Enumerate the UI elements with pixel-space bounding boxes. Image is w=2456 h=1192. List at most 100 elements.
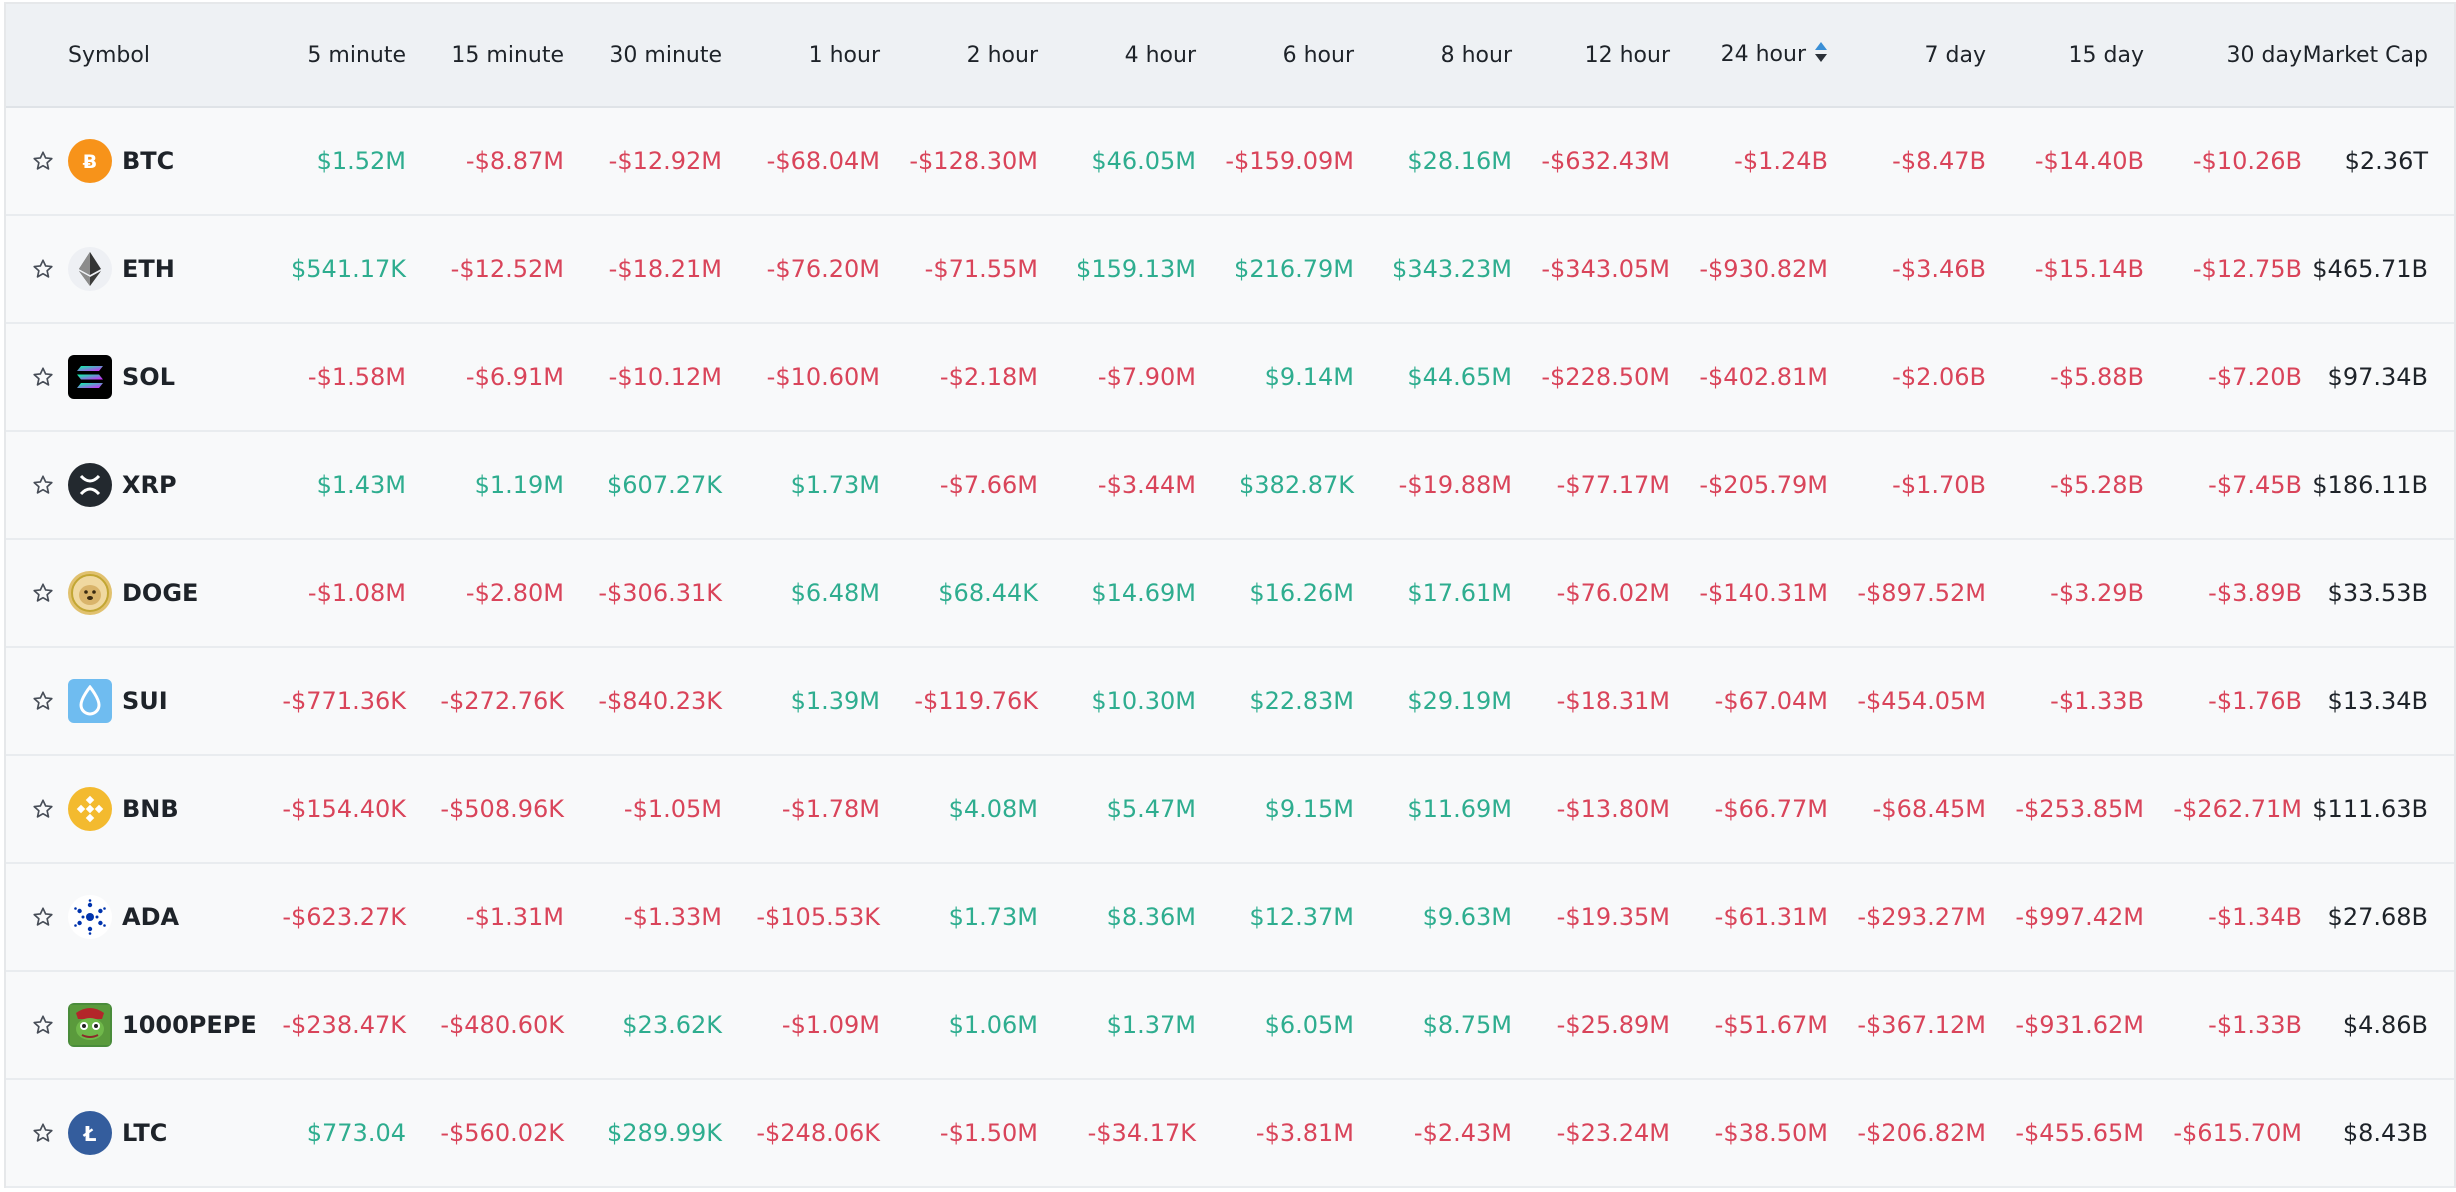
- coin-symbol[interactable]: SOL: [122, 363, 175, 391]
- table-body: Ƀ BTC $1.52M -$8.87M -$12.92M -$68.04M -$128.3…: [6, 108, 2454, 1188]
- coin-symbol[interactable]: ETH: [122, 255, 175, 283]
- symbol-cell: Ł LTC: [6, 1111, 260, 1155]
- netflow-2-hour-value: $68.44K: [938, 579, 1038, 607]
- favorite-star-icon[interactable]: [32, 690, 54, 712]
- table-row[interactable]: XRP $1.43M $1.19M $607.27K $1.73M -$7.66M -$3.…: [6, 432, 2454, 540]
- netflow-1-hour-value: -$248.06K: [756, 1119, 880, 1147]
- symbol-cell: ADA: [6, 895, 260, 939]
- symbol-cell: SUI: [6, 679, 260, 723]
- netflow-12-hour-value: -$23.24M: [1556, 1119, 1670, 1147]
- column-header-12-hour[interactable]: 12 hour: [1584, 42, 1670, 68]
- netflow-6-hour-value: $6.05M: [1264, 1011, 1354, 1039]
- favorite-star-icon[interactable]: [32, 798, 54, 820]
- netflow-24-hour-value: -$930.82M: [1699, 255, 1828, 283]
- netflow-30-day-value: -$1.33B: [2208, 1011, 2302, 1039]
- netflow-30-minute-value: $23.62K: [622, 1011, 722, 1039]
- favorite-star-icon[interactable]: [32, 474, 54, 496]
- column-header-30-minute[interactable]: 30 minute: [609, 42, 722, 68]
- symbol-cell: Ƀ BTC: [6, 139, 260, 183]
- netflow-1-hour-value: $1.39M: [790, 687, 880, 715]
- table-row[interactable]: ADA -$623.27K -$1.31M -$1.33M -$105.53K $1.73…: [6, 864, 2454, 972]
- coin-symbol[interactable]: XRP: [122, 471, 177, 499]
- netflow-15-day-value: -$15.14B: [2034, 255, 2144, 283]
- column-header-symbol[interactable]: Symbol: [68, 42, 150, 68]
- netflow-24-hour-value: -$140.31M: [1699, 579, 1828, 607]
- column-header-4-hour[interactable]: 4 hour: [1124, 42, 1196, 68]
- favorite-star-icon[interactable]: [32, 906, 54, 928]
- column-header-1-hour[interactable]: 1 hour: [808, 42, 880, 68]
- doge-icon: [68, 571, 122, 615]
- column-header-24-hour[interactable]: 24 hour: [1670, 40, 1828, 70]
- netflow-30-minute-value: -$1.05M: [623, 795, 722, 823]
- netflow-5-minute-value: -$1.08M: [307, 579, 406, 607]
- sort-descending-icon[interactable]: [1814, 40, 1828, 70]
- netflow-6-hour-value: $216.79M: [1234, 255, 1354, 283]
- netflow-24-hour-value: -$1.24B: [1734, 147, 1828, 175]
- coin-symbol[interactable]: BTC: [122, 147, 175, 175]
- market-cap-value: $4.86B: [2342, 1011, 2428, 1039]
- column-header-5-minute[interactable]: 5 minute: [307, 42, 406, 68]
- column-header-15-day[interactable]: 15 day: [2068, 42, 2144, 68]
- netflow-15-day-value: -$253.85M: [2015, 795, 2144, 823]
- netflow-30-minute-value: -$840.23K: [598, 687, 722, 715]
- netflow-1-hour-value: $1.73M: [790, 471, 880, 499]
- netflow-1-hour-value: -$76.20M: [766, 255, 880, 283]
- netflow-30-day-value: -$7.45B: [2208, 471, 2302, 499]
- table-row[interactable]: 1000PEPE -$238.47K -$480.60K $23.62K -$1.09M…: [6, 972, 2454, 1080]
- coin-symbol[interactable]: SUI: [122, 687, 168, 715]
- table-row[interactable]: BNB -$154.40K -$508.96K -$1.05M -$1.78M $4.08…: [6, 756, 2454, 864]
- table-row[interactable]: Ƀ BTC $1.52M -$8.87M -$12.92M -$68.04M -$128.3…: [6, 108, 2454, 216]
- coin-symbol[interactable]: DOGE: [122, 579, 199, 607]
- netflow-5-minute-value: -$154.40K: [282, 795, 406, 823]
- column-header-8-hour[interactable]: 8 hour: [1440, 42, 1512, 68]
- netflow-1-hour-value: -$68.04M: [766, 147, 880, 175]
- column-header-30-day[interactable]: 30 day: [2226, 42, 2302, 68]
- ltc-icon: Ł: [68, 1111, 122, 1155]
- favorite-star-icon[interactable]: [32, 582, 54, 604]
- netflow-24-hour-value: -$66.77M: [1714, 795, 1828, 823]
- netflow-30-minute-value: -$1.33M: [623, 903, 722, 931]
- netflow-4-hour-value: $14.69M: [1091, 579, 1196, 607]
- netflow-30-minute-value: $607.27K: [607, 471, 722, 499]
- coin-symbol[interactable]: ADA: [122, 903, 180, 931]
- table-row[interactable]: Ł LTC $773.04 -$560.02K $289.99K -$248.06K -$1…: [6, 1080, 2454, 1188]
- market-cap-value: $8.43B: [2342, 1119, 2428, 1147]
- netflow-2-hour-value: -$119.76K: [914, 687, 1038, 715]
- netflow-4-hour-value: $46.05M: [1091, 147, 1196, 175]
- netflow-4-hour-value: $10.30M: [1091, 687, 1196, 715]
- sol-icon: [68, 355, 122, 399]
- netflow-15-minute-value: -$8.87M: [465, 147, 564, 175]
- netflow-12-hour-value: -$19.35M: [1556, 903, 1670, 931]
- column-header-7-day[interactable]: 7 day: [1924, 42, 1986, 68]
- table-row[interactable]: SUI -$771.36K -$272.76K -$840.23K $1.39M -$11…: [6, 648, 2454, 756]
- column-header-2-hour[interactable]: 2 hour: [966, 42, 1038, 68]
- eth-icon: [68, 247, 122, 291]
- netflow-15-minute-value: -$12.52M: [450, 255, 564, 283]
- netflow-7-day-value: -$68.45M: [1872, 795, 1986, 823]
- netflow-7-day-value: -$3.46B: [1892, 255, 1986, 283]
- netflow-30-day-value: -$3.89B: [2208, 579, 2302, 607]
- favorite-star-icon[interactable]: [32, 1014, 54, 1036]
- favorite-star-icon[interactable]: [32, 150, 54, 172]
- netflow-2-hour-value: $4.08M: [948, 795, 1038, 823]
- netflow-1-hour-value: -$10.60M: [766, 363, 880, 391]
- column-header-6-hour[interactable]: 6 hour: [1282, 42, 1354, 68]
- favorite-star-icon[interactable]: [32, 366, 54, 388]
- coin-symbol[interactable]: LTC: [122, 1119, 168, 1147]
- favorite-star-icon[interactable]: [32, 258, 54, 280]
- column-header-15-minute[interactable]: 15 minute: [451, 42, 564, 68]
- netflow-6-hour-value: $9.15M: [1264, 795, 1354, 823]
- netflow-4-hour-value: -$3.44M: [1097, 471, 1196, 499]
- netflow-5-minute-value: -$1.58M: [307, 363, 406, 391]
- netflow-24-hour-value: -$67.04M: [1714, 687, 1828, 715]
- table-row[interactable]: SOL -$1.58M -$6.91M -$10.12M -$10.60M -$2.18M…: [6, 324, 2454, 432]
- column-header-market-cap[interactable]: Market Cap: [2302, 42, 2428, 68]
- netflow-15-day-value: -$3.29B: [2050, 579, 2144, 607]
- coin-symbol[interactable]: 1000PEPE: [122, 1011, 257, 1039]
- coin-symbol[interactable]: BNB: [122, 795, 179, 823]
- table-row[interactable]: ETH $541.17K -$12.52M -$18.21M -$76.20M -$71.…: [6, 216, 2454, 324]
- btc-icon: Ƀ: [68, 139, 122, 183]
- favorite-star-icon[interactable]: [32, 1122, 54, 1144]
- table-row[interactable]: DOGE -$1.08M -$2.80M -$306.31K $6.48M $68.44K…: [6, 540, 2454, 648]
- netflow-6-hour-value: $9.14M: [1264, 363, 1354, 391]
